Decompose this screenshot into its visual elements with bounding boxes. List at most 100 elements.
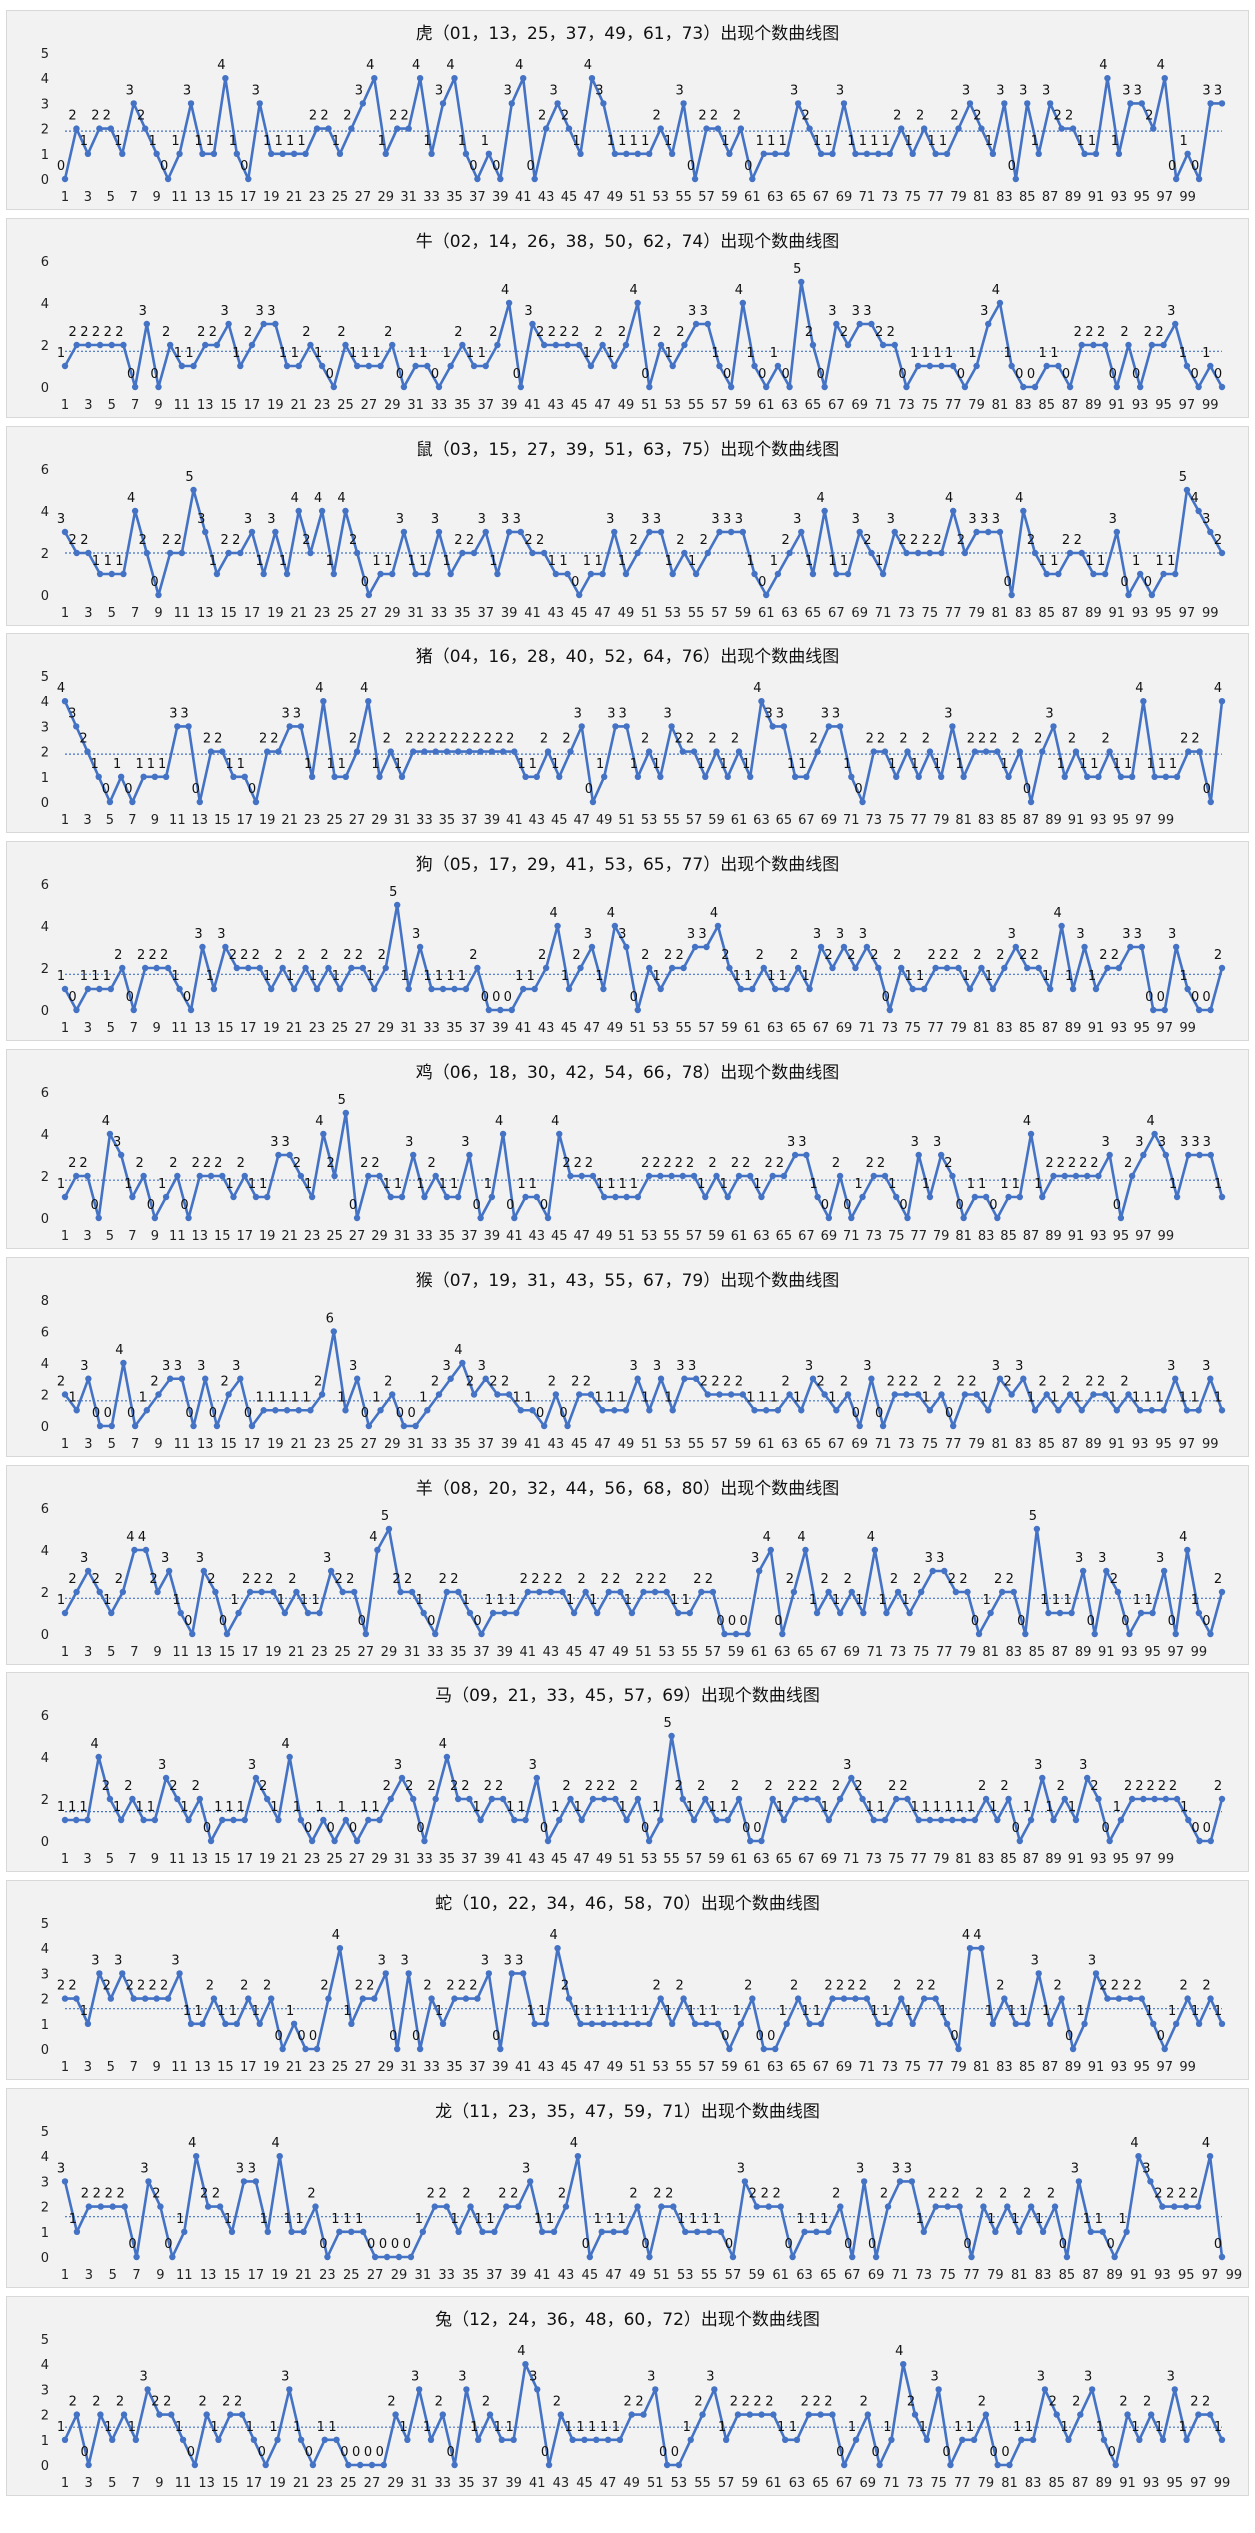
data-label: 2 (450, 732, 458, 747)
x-tick-label: 1 (61, 1437, 69, 1452)
data-label: 0 (585, 782, 593, 797)
data-point (405, 125, 412, 132)
data-point (714, 125, 722, 132)
data-label: 0 (396, 367, 404, 382)
x-tick-label: 83 (996, 190, 1013, 205)
data-point (868, 549, 875, 557)
x-tick-label: 83 (1015, 606, 1032, 621)
data-label: 3 (698, 927, 706, 942)
data-point (85, 549, 92, 557)
data-label: 5 (1179, 470, 1187, 485)
data-point (199, 150, 206, 157)
x-tick-label: 13 (194, 2060, 211, 2075)
data-label: 3 (1037, 2369, 1045, 2384)
x-tick-label: 27 (355, 190, 372, 205)
data-point (228, 2228, 236, 2235)
x-tick-label: 95 (1134, 2060, 1151, 2075)
x-tick-label: 89 (1085, 398, 1102, 413)
data-point (466, 1151, 473, 1159)
data-label: 2 (543, 1572, 551, 1587)
data-label: 3 (256, 304, 264, 319)
data-point (1027, 2203, 1035, 2210)
x-tick-label: 11 (176, 2268, 193, 2283)
x-tick-label: 37 (461, 1229, 478, 1244)
data-point (95, 773, 102, 780)
data-point (499, 748, 507, 755)
data-point (1039, 1774, 1046, 1782)
data-label: 2 (220, 1375, 228, 1390)
data-point (73, 125, 80, 132)
data-point (786, 383, 793, 391)
data-label: 1 (985, 2004, 993, 2019)
data-point (225, 1391, 232, 1398)
y-tick-label: 6 (41, 1326, 49, 1341)
data-label: 1 (407, 346, 415, 361)
data-label: 0 (1059, 2237, 1067, 2252)
data-label: 4 (188, 2136, 196, 2151)
x-tick-label: 91 (1109, 398, 1126, 413)
y-tick-label: 0 (41, 1212, 49, 1227)
data-label: 2 (824, 948, 832, 963)
data-label: 1 (505, 2420, 513, 2435)
data-point (281, 1609, 289, 1617)
data-point (155, 1391, 162, 1398)
data-label: 2 (466, 1375, 474, 1390)
data-point (943, 2020, 951, 2027)
data-point (769, 723, 776, 730)
data-label: 2 (1074, 533, 1082, 548)
data-label: 1 (1013, 2420, 1021, 2435)
x-tick-label: 13 (196, 1645, 213, 1660)
data-point (165, 1567, 173, 1575)
y-tick-label: 4 (41, 1751, 49, 1766)
x-tick-label: 55 (688, 398, 705, 413)
data-point (1150, 125, 1157, 132)
data-point (600, 985, 607, 993)
data-point (387, 748, 394, 755)
data-point (1016, 1837, 1024, 1845)
data-label: 1 (919, 2420, 927, 2435)
x-tick-label: 47 (594, 1437, 611, 1452)
data-point (179, 2436, 187, 2443)
data-point (577, 2020, 584, 2027)
x-tick-label: 25 (332, 190, 349, 205)
data-label: 3 (529, 1758, 537, 1773)
data-point (394, 125, 401, 132)
data-label: 2 (461, 732, 469, 747)
data-label: 3 (776, 706, 784, 721)
data-point (505, 528, 513, 536)
data-label: 2 (103, 109, 111, 124)
data-point (96, 1422, 104, 1430)
x-tick-label: 85 (1000, 813, 1017, 828)
data-label: 1 (954, 2420, 962, 2435)
data-point (1027, 1816, 1035, 1824)
data-point (1106, 748, 1113, 755)
data-label: 1 (515, 969, 523, 984)
data-point (594, 1609, 601, 1617)
data-point (783, 2020, 790, 2027)
data-label: 0 (492, 990, 500, 1005)
data-point (714, 922, 722, 930)
data-label: 1 (776, 1800, 784, 1815)
data-point (1162, 1795, 1170, 1803)
y-tick-label: 2 (41, 339, 49, 354)
data-point (95, 1753, 102, 1761)
x-tick-label: 65 (776, 1852, 793, 1867)
x-tick-label: 63 (781, 606, 798, 621)
chart-panel: 鸡（06，18，30，42，54，66，78）出现个数曲线图 0 2 4 6 1 3 5 7 9 1… (6, 1049, 1249, 1249)
data-point (479, 2228, 486, 2235)
data-label: 0 (852, 1406, 860, 1421)
x-tick-label: 35 (450, 1645, 467, 1660)
data-label: 3 (1031, 1953, 1039, 1968)
data-point (1195, 1006, 1203, 1014)
x-tick-label: 89 (1065, 190, 1082, 205)
data-point (382, 150, 389, 157)
data-label: 0 (326, 1821, 334, 1836)
x-tick-label: 75 (888, 1852, 905, 1867)
data-point (156, 2411, 163, 2418)
data-label: 2 (607, 1779, 615, 1794)
data-point (996, 528, 1004, 536)
data-point (690, 1172, 698, 1180)
data-label: 1 (855, 1593, 863, 1608)
data-point (316, 1609, 323, 1617)
data-label: 2 (68, 1572, 76, 1587)
